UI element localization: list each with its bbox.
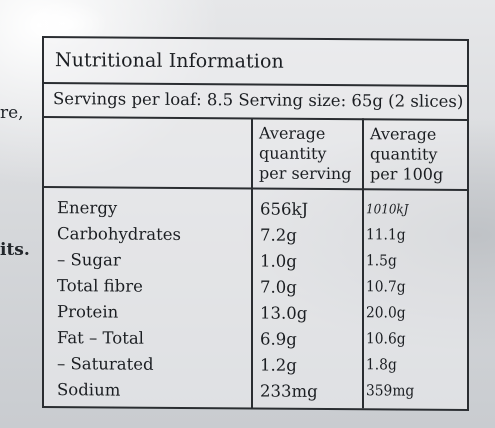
- header-line: per serving: [259, 163, 352, 184]
- serving-size: Serving size: 65g (2 slices): [238, 90, 464, 111]
- per-serving-value: 656kJ: [260, 199, 309, 219]
- header-rule: [44, 186, 467, 191]
- per-100g-value: 10.7g: [366, 277, 406, 296]
- per-100g-value: 20.0g: [366, 303, 406, 322]
- per-serving-value: 7.0g: [260, 277, 297, 297]
- header-line: Average: [370, 124, 437, 144]
- serving-info: Servings per loaf: 8.5 Serving size: 65g…: [53, 89, 463, 111]
- table-row: Sodium 233mg 359mg: [44, 380, 467, 408]
- per-100g-value: 359mg: [366, 381, 415, 400]
- table-row: – Sugar 1.0g 1.5g: [44, 250, 467, 278]
- column-header-per-serving: Average quantity per serving: [259, 124, 359, 185]
- nutrient-rows: Energy 656kJ 1010kJ Carbohydrates 7.2g 1…: [44, 198, 467, 401]
- per-100g-value: 1.5g: [366, 251, 397, 270]
- per-serving-value: 7.2g: [260, 225, 297, 245]
- table-row: Total fibre 7.0g 10.7g: [44, 276, 467, 304]
- nutrition-panel: Nutritional Information Servings per loa…: [42, 36, 469, 411]
- per-serving-value: 1.2g: [260, 355, 297, 375]
- servings-per-loaf: Servings per loaf: 8.5: [53, 89, 234, 110]
- header-line: quantity: [370, 144, 438, 164]
- nutrient-label: Protein: [57, 302, 119, 322]
- serving-info-row: Servings per loaf: 8.5 Serving size: 65g…: [44, 82, 467, 121]
- header-line: Average: [259, 123, 326, 143]
- nutrient-label: Energy: [57, 198, 118, 218]
- per-serving-value: 13.0g: [260, 303, 308, 323]
- cropped-text-fragment: re,: [0, 103, 24, 123]
- per-100g-value: 1.8g: [366, 355, 397, 374]
- nutrient-label: Total fibre: [57, 276, 143, 296]
- per-100g-value: 10.6g: [366, 329, 406, 348]
- per-100g-value: 1010kJ: [366, 202, 409, 218]
- header-line: quantity: [259, 143, 327, 163]
- nutrient-label: – Sugar: [57, 250, 121, 270]
- nutrient-label: Fat – Total: [57, 328, 144, 348]
- table-row: Carbohydrates 7.2g 11.1g: [44, 224, 467, 252]
- header-line: per 100g: [370, 164, 444, 184]
- nutrient-label: – Saturated: [57, 354, 154, 374]
- panel-title: Nutritional Information: [55, 49, 284, 73]
- column-header-per-100g: Average quantity per 100g: [370, 124, 465, 185]
- cropped-text-fragment: its.: [0, 240, 30, 260]
- nutrient-label: Carbohydrates: [57, 224, 181, 244]
- title-row: Nutritional Information: [44, 38, 467, 87]
- nutrient-label: Sodium: [57, 380, 121, 400]
- table-row: Energy 656kJ 1010kJ: [44, 198, 467, 226]
- per-serving-value: 1.0g: [260, 251, 297, 271]
- per-serving-value: 6.9g: [260, 329, 297, 349]
- table-row: Fat – Total 6.9g 10.6g: [44, 328, 467, 356]
- table-row: Protein 13.0g 20.0g: [44, 302, 467, 330]
- per-serving-value: 233mg: [260, 381, 318, 401]
- table-row: – Saturated 1.2g 1.8g: [44, 354, 467, 382]
- per-100g-value: 11.1g: [366, 225, 406, 244]
